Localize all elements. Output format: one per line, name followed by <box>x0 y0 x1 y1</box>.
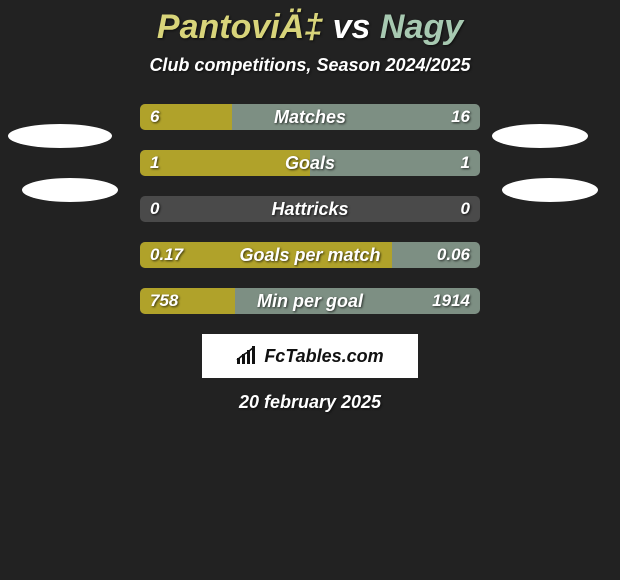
chart-icon <box>236 346 258 366</box>
left-ellipse <box>8 124 112 148</box>
player2-name: Nagy <box>380 8 463 46</box>
bar-right <box>310 150 480 176</box>
right-ellipse <box>502 178 598 202</box>
source-badge: FcTables.com <box>202 334 418 378</box>
stat-value-right: 1 <box>461 150 470 176</box>
stat-value-left: 758 <box>150 288 178 314</box>
stat-value-right: 0 <box>461 196 470 222</box>
date: 20 february 2025 <box>0 392 620 413</box>
right-ellipse <box>492 124 588 148</box>
stat-value-left: 1 <box>150 150 159 176</box>
stat-value-right: 16 <box>451 104 470 130</box>
bar-track <box>140 196 480 222</box>
player1-name: PantoviÄ‡ <box>157 8 323 46</box>
stat-value-left: 6 <box>150 104 159 130</box>
bar-left <box>140 150 310 176</box>
stat-value-right: 0.06 <box>437 242 470 268</box>
vs-label: vs <box>333 8 371 46</box>
title: PantoviÄ‡ vs Nagy <box>0 8 620 47</box>
left-ellipse <box>22 178 118 202</box>
stat-row: Goals per match0.170.06 <box>0 242 620 268</box>
bar-track <box>140 242 480 268</box>
stat-row: Goals11 <box>0 150 620 176</box>
source-badge-text: FcTables.com <box>264 346 383 367</box>
bar-track <box>140 288 480 314</box>
bar-right <box>232 104 480 130</box>
stat-value-left: 0.17 <box>150 242 183 268</box>
stat-row: Min per goal7581914 <box>0 288 620 314</box>
comparison-infographic: PantoviÄ‡ vs Nagy Club competitions, Sea… <box>0 0 620 413</box>
stat-value-left: 0 <box>150 196 159 222</box>
bar-track <box>140 150 480 176</box>
stat-value-right: 1914 <box>432 288 470 314</box>
bar-track <box>140 104 480 130</box>
subtitle: Club competitions, Season 2024/2025 <box>0 55 620 76</box>
